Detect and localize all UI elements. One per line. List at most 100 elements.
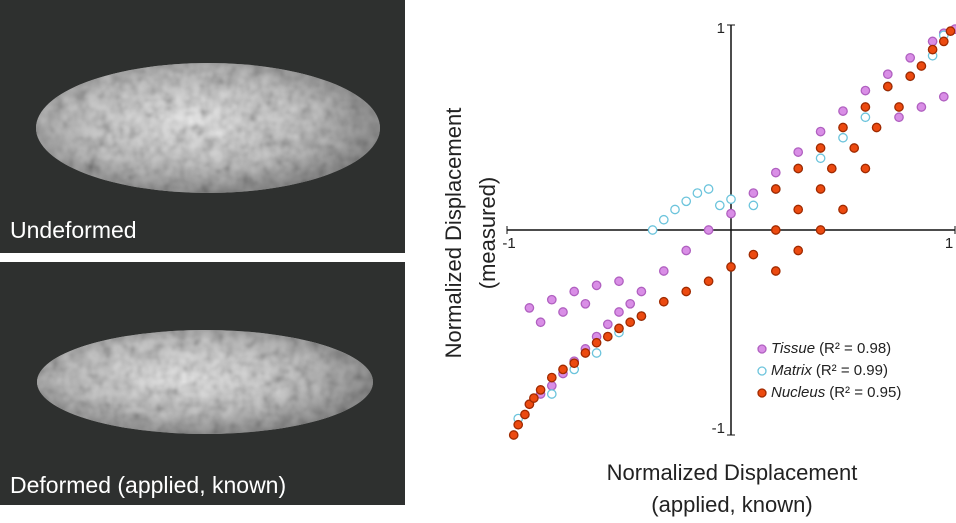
point — [580, 298, 591, 309]
point — [838, 132, 848, 143]
legend-marker — [757, 344, 767, 354]
point — [838, 204, 848, 215]
point — [826, 163, 837, 174]
panel-label: Undeformed — [10, 217, 137, 243]
point — [508, 430, 519, 440]
point — [647, 225, 658, 235]
legend-entry: Matrix (R² = 0.99) — [771, 362, 888, 379]
point — [658, 296, 669, 307]
point — [591, 337, 602, 348]
point — [815, 184, 826, 194]
point — [894, 102, 904, 112]
point — [546, 372, 557, 383]
point — [726, 208, 736, 219]
y-tick-label: -1 — [712, 420, 725, 437]
point — [860, 102, 871, 112]
point — [681, 286, 692, 297]
point — [849, 143, 860, 153]
point — [882, 81, 893, 92]
point — [770, 266, 781, 276]
point — [860, 112, 871, 123]
y-axis-label: Normalized Displacement — [441, 108, 466, 359]
legend-name: Nucleus — [771, 384, 826, 401]
x-axis-label: (applied, known) — [651, 492, 812, 517]
point — [927, 36, 938, 47]
point — [748, 249, 759, 260]
point — [614, 307, 624, 317]
point — [860, 85, 871, 96]
point — [726, 262, 736, 272]
point — [614, 323, 624, 334]
point — [860, 163, 871, 174]
point — [838, 122, 848, 133]
point — [793, 163, 804, 174]
point — [636, 311, 647, 321]
point — [748, 200, 759, 211]
point — [871, 122, 882, 133]
y-axis-label: (measured) — [475, 177, 500, 289]
point — [703, 276, 714, 287]
point — [726, 194, 736, 205]
point — [793, 204, 804, 215]
point — [614, 276, 624, 287]
point — [546, 389, 557, 399]
point — [681, 245, 692, 256]
point — [658, 214, 669, 225]
point — [569, 286, 580, 297]
point — [770, 225, 781, 235]
point — [938, 91, 949, 102]
point — [894, 112, 904, 123]
legend-name: Tissue — [771, 340, 815, 357]
point — [602, 331, 613, 342]
point — [591, 280, 602, 291]
legend-note: (R² = 0.99) — [816, 362, 888, 379]
point — [838, 106, 848, 116]
point — [535, 317, 546, 328]
legend-note: (R² = 0.98) — [819, 340, 891, 357]
point — [681, 196, 692, 207]
point — [927, 44, 938, 55]
point — [815, 225, 826, 235]
point — [815, 153, 826, 164]
point — [602, 319, 613, 330]
point — [529, 393, 539, 403]
point — [636, 286, 647, 297]
point — [535, 385, 546, 395]
point — [905, 71, 916, 82]
point — [569, 358, 580, 369]
point — [546, 380, 557, 391]
point — [916, 61, 927, 71]
x-tick-label: 1 — [945, 235, 953, 252]
point — [916, 102, 927, 112]
point — [591, 348, 602, 358]
point — [625, 298, 636, 309]
x-tick-label: -1 — [502, 235, 515, 252]
cell-image — [37, 330, 373, 434]
point — [658, 266, 669, 276]
point — [793, 147, 804, 157]
point — [748, 188, 759, 198]
point — [815, 126, 826, 137]
legend-entry: Tissue (R² = 0.98) — [771, 340, 891, 357]
legend-marker — [757, 366, 767, 376]
point — [625, 317, 636, 328]
point — [546, 294, 557, 305]
y-tick-label: 1 — [717, 20, 725, 37]
point — [558, 307, 568, 317]
point — [945, 26, 956, 37]
point — [524, 303, 535, 313]
legend-marker — [757, 388, 767, 398]
point — [905, 52, 916, 63]
point — [938, 36, 949, 47]
cell-image — [36, 63, 380, 193]
point — [882, 69, 893, 80]
point — [703, 225, 714, 235]
point — [770, 184, 781, 194]
point — [558, 364, 568, 375]
point — [520, 409, 530, 420]
point — [714, 200, 725, 211]
point — [793, 245, 804, 256]
legend-note: (R² = 0.95) — [829, 384, 901, 401]
point — [670, 204, 680, 215]
